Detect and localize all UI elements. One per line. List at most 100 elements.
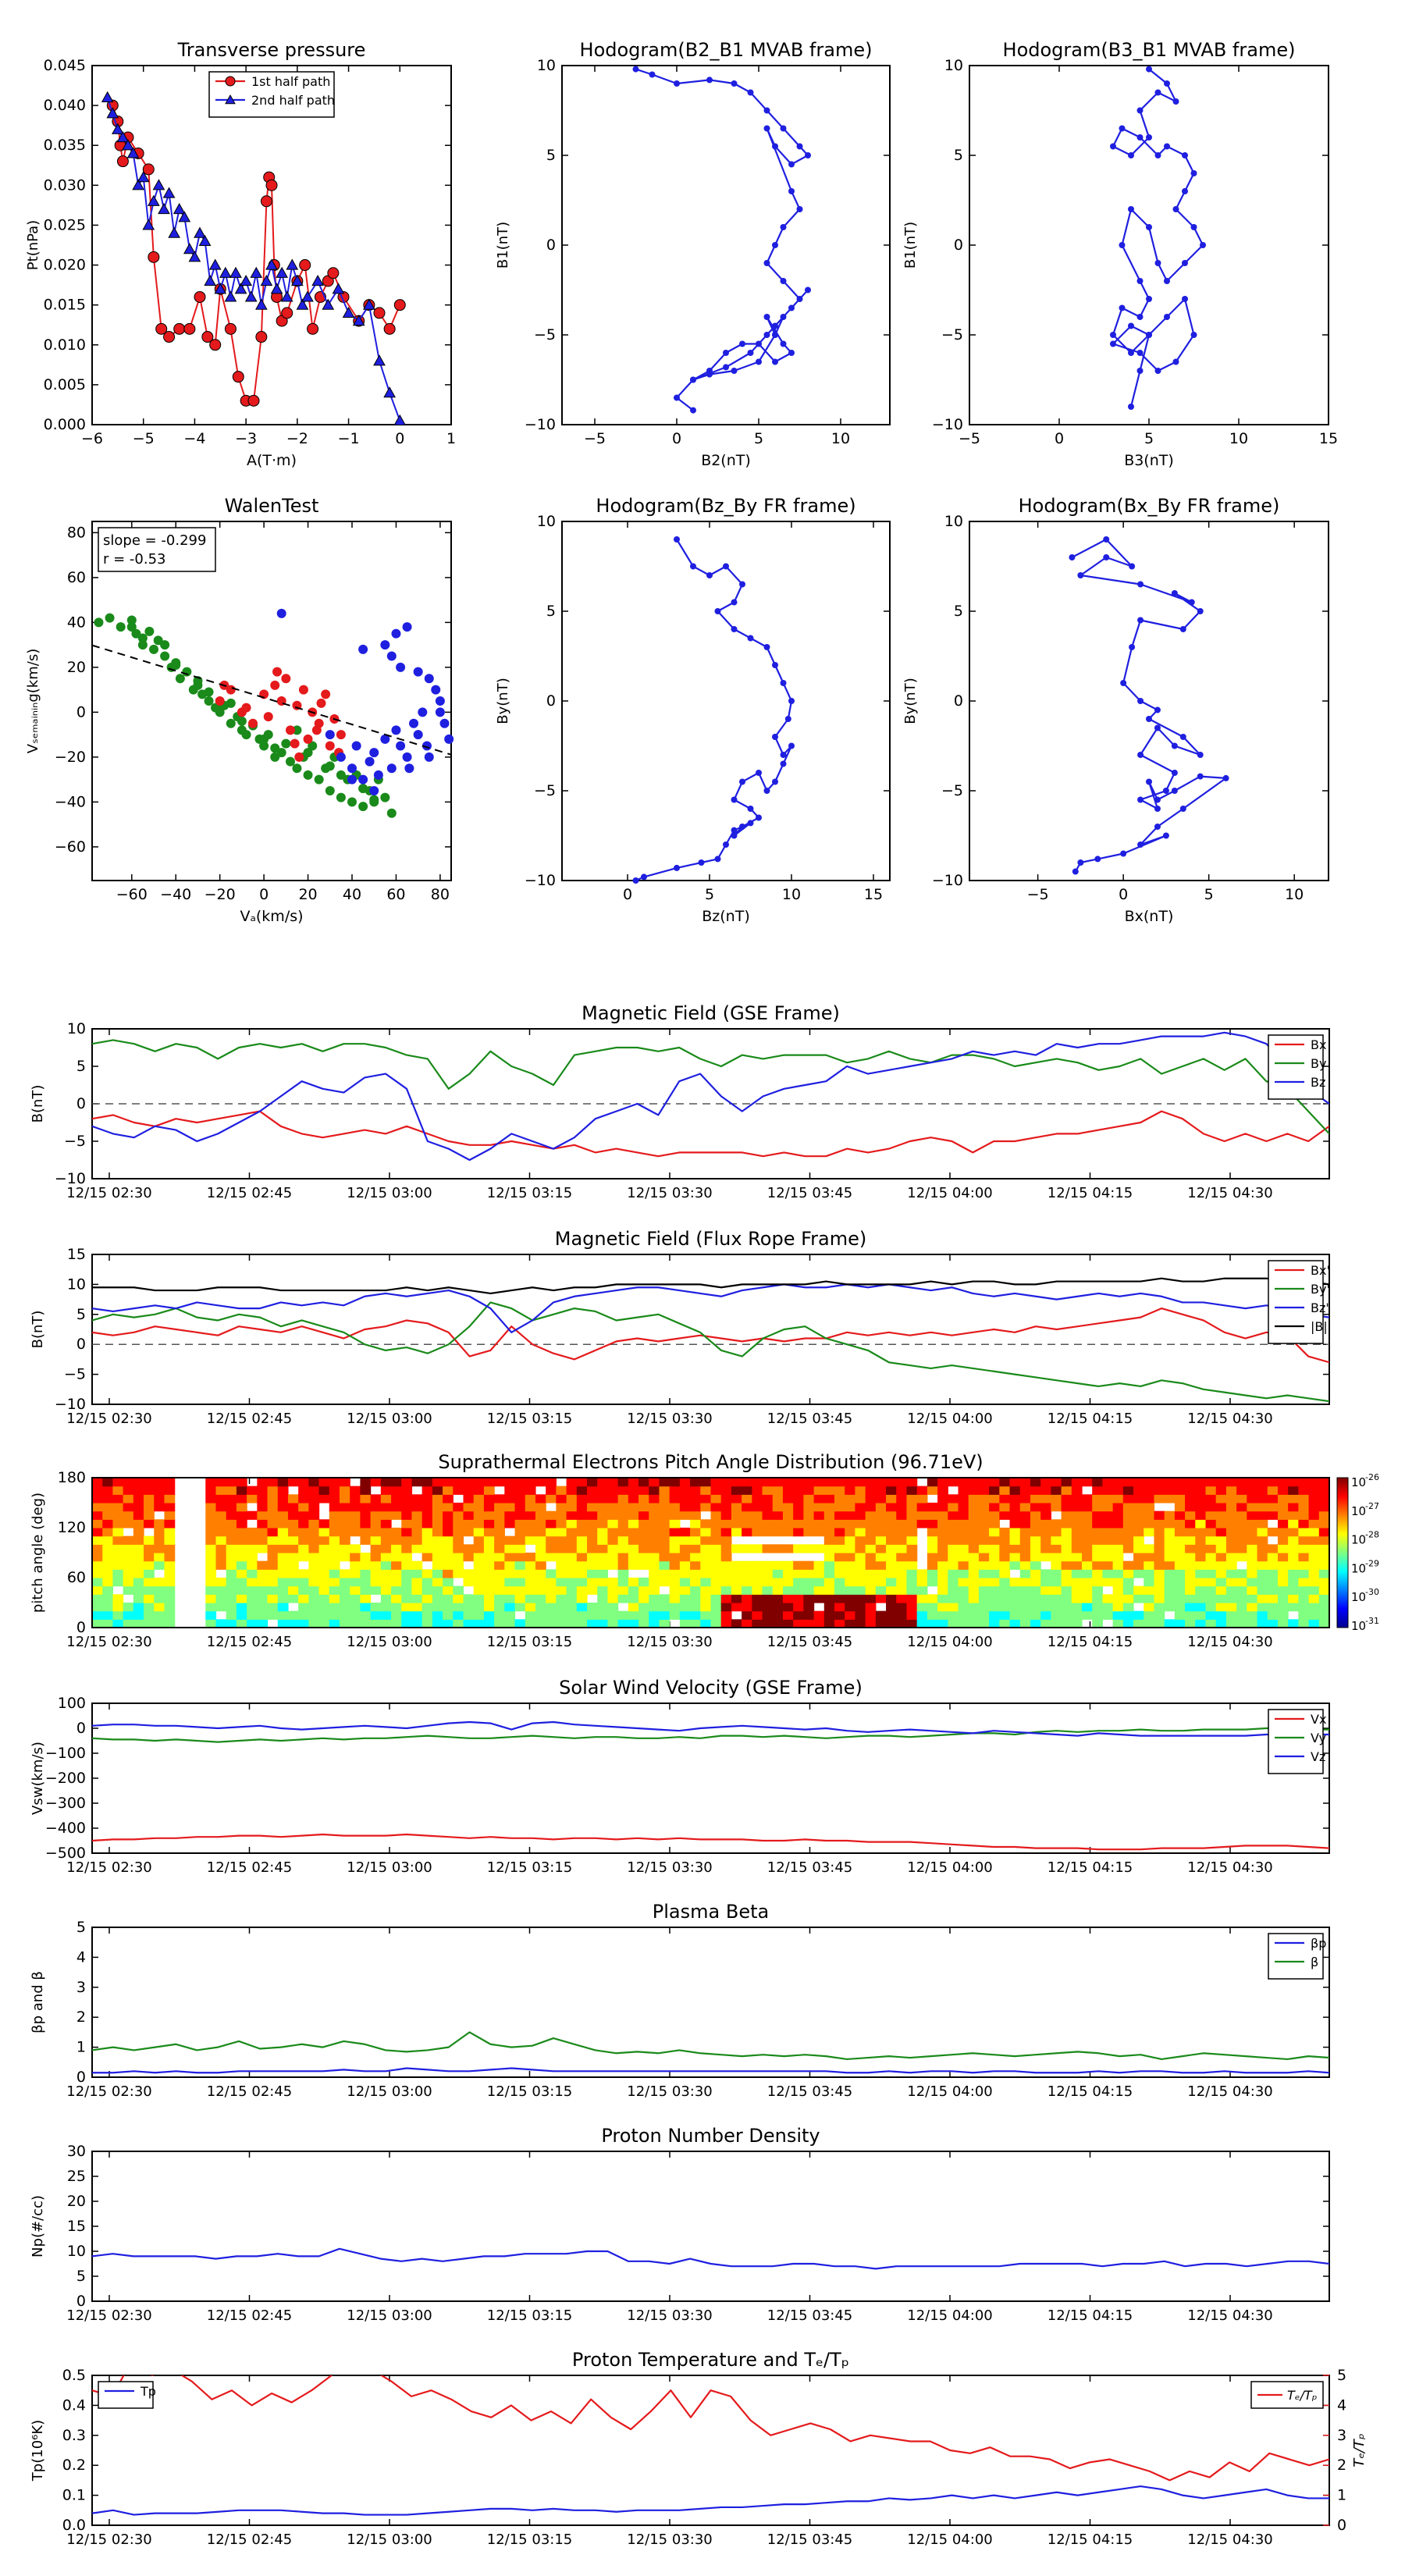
pad-cell (360, 1610, 372, 1620)
pad-cell (1009, 1560, 1021, 1570)
pad-cell (803, 1594, 815, 1603)
pad-cell (710, 1553, 722, 1562)
pad-cell (638, 1585, 649, 1595)
pad-cell (205, 1485, 217, 1495)
pad-cell (762, 1544, 774, 1553)
pad-cell (1247, 1603, 1258, 1612)
pad-cell (411, 1528, 423, 1537)
pad-cell (1061, 1528, 1072, 1537)
bfr-legend-label: Bz' (1311, 1300, 1329, 1315)
pad-cell (432, 1603, 443, 1612)
pad-colorbar-label: 10 (1351, 1590, 1366, 1604)
walen-point (241, 730, 251, 740)
pad-cell (483, 1519, 495, 1528)
pad-cell (123, 1478, 134, 1487)
pad-cell (556, 1578, 567, 1587)
pad-cell (896, 1494, 908, 1503)
pad-cell (1112, 1544, 1124, 1553)
pad-cell (999, 1485, 1011, 1495)
h2-point (1146, 134, 1152, 141)
pad-cell (813, 1560, 825, 1570)
pad-cell (927, 1510, 938, 1520)
h1-point (796, 143, 803, 150)
pad-cell (638, 1619, 649, 1628)
pad-cell (1298, 1569, 1310, 1578)
pad-cell (144, 1560, 155, 1570)
np-xtick-label: 12/15 02:30 (66, 2307, 151, 2324)
pad-cell (123, 1544, 134, 1553)
pad-cell (514, 1619, 526, 1628)
pt-legend-label: 1st half path (251, 74, 330, 89)
pad-cell (823, 1485, 835, 1495)
pad-cell (1112, 1569, 1124, 1578)
pad-cell (886, 1553, 897, 1562)
bgse-xtick-label: 12/15 03:00 (347, 1185, 432, 1201)
pad-cell (638, 1503, 649, 1512)
h2-point (1164, 80, 1170, 87)
pad-cell (649, 1585, 660, 1595)
pad-cell (1092, 1560, 1104, 1570)
pad-cell (267, 1510, 279, 1520)
pad-cell (1019, 1494, 1031, 1503)
pad-cell (906, 1560, 918, 1570)
h3-point (772, 778, 778, 785)
pt-point (363, 298, 375, 310)
pad-cell (1225, 1503, 1237, 1512)
beta-xtick-label: 12/15 03:30 (627, 2083, 712, 2100)
pad-cell (916, 1510, 928, 1520)
pad-cell (720, 1544, 732, 1553)
pad-cell (823, 1510, 835, 1520)
pad-cell (649, 1569, 660, 1578)
h2-xlabel: B3(nT) (1124, 452, 1174, 469)
pad-cell (1133, 1528, 1144, 1537)
pad-cell (267, 1553, 279, 1562)
pad-cell (556, 1535, 567, 1545)
pad-cell (742, 1519, 752, 1528)
pad-cell (1318, 1503, 1330, 1512)
pad-cell (813, 1585, 825, 1595)
pad-cell (483, 1569, 495, 1578)
pad-cell (628, 1478, 639, 1487)
walen-point (413, 667, 423, 677)
pad-cell (287, 1519, 299, 1528)
pad-cell (576, 1544, 588, 1553)
pad-cell (617, 1585, 629, 1595)
h4-point (1154, 706, 1161, 713)
h1-point (772, 332, 778, 338)
pad-cell (865, 1610, 877, 1620)
pad-cell (958, 1569, 969, 1578)
bfr-xtick-label: 12/15 03:00 (347, 1411, 432, 1427)
pad-cell (1082, 1503, 1093, 1512)
pad-cell (865, 1519, 877, 1528)
pad-cell (1040, 1535, 1051, 1545)
pad-cell (432, 1485, 443, 1495)
pad-cell (1071, 1603, 1083, 1612)
pad-cell (483, 1485, 495, 1495)
pad-cell (350, 1503, 361, 1512)
vsw-xtick-label: 12/15 02:45 (207, 1859, 292, 1876)
pad-cell (958, 1494, 969, 1503)
pad-cell (566, 1519, 578, 1528)
pad-cell (927, 1535, 938, 1545)
pad-cell (422, 1485, 433, 1495)
pt-point (122, 139, 134, 151)
walen-point (137, 633, 148, 643)
pt-xtick-label: 0 (395, 430, 404, 447)
pad-cell (978, 1585, 990, 1595)
h1-point (690, 376, 696, 383)
pad-cell (638, 1494, 649, 1503)
pad-cell (277, 1610, 289, 1620)
h3-point (772, 662, 778, 668)
pt-point (383, 322, 396, 335)
pad-cell (154, 1519, 165, 1528)
pad-cell (927, 1519, 938, 1528)
pad-cell (669, 1569, 681, 1578)
pad-cell (380, 1594, 392, 1603)
pad-cell (525, 1594, 536, 1603)
pad-cell (1009, 1619, 1021, 1628)
pad-cell (1051, 1603, 1062, 1612)
pad-cell (813, 1544, 825, 1553)
h1-point (788, 161, 795, 168)
pad-cell (649, 1519, 660, 1528)
pad-cell (1051, 1503, 1062, 1512)
